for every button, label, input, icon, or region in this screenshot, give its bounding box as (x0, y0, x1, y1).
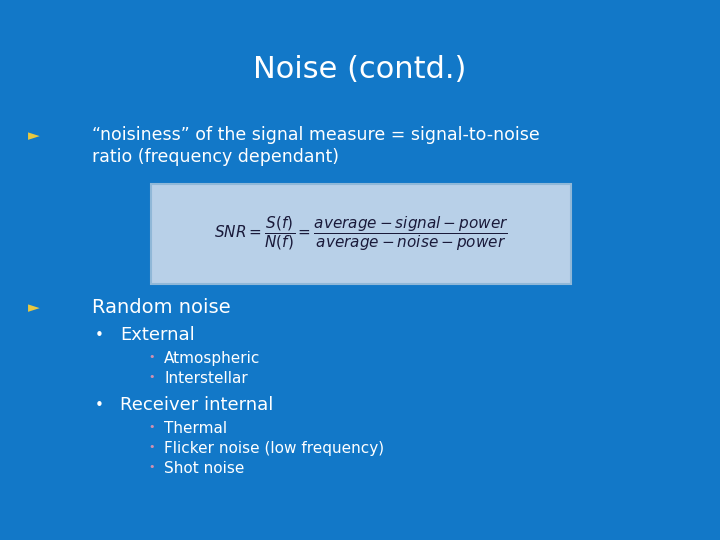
Text: •: • (148, 372, 155, 382)
Text: Receiver internal: Receiver internal (120, 396, 274, 414)
Text: •: • (148, 462, 155, 472)
Text: Flicker noise (low frequency): Flicker noise (low frequency) (164, 441, 384, 456)
FancyBboxPatch shape (151, 184, 571, 284)
Text: Atmospheric: Atmospheric (164, 351, 261, 366)
Text: •: • (148, 422, 155, 432)
Text: ►: ► (28, 128, 40, 143)
Text: “noisiness” of the signal measure = signal-to-noise: “noisiness” of the signal measure = sign… (92, 126, 540, 144)
Text: Thermal: Thermal (164, 421, 227, 436)
Text: External: External (120, 326, 194, 344)
Text: •: • (95, 398, 104, 413)
Text: Shot noise: Shot noise (164, 461, 244, 476)
Text: Random noise: Random noise (92, 298, 230, 317)
Text: Noise (contd.): Noise (contd.) (253, 55, 467, 84)
Text: Interstellar: Interstellar (164, 371, 248, 386)
Text: $\mathit{SNR} = \dfrac{S(f)}{N(f)} = \dfrac{\mathit{average-signal-power}}{\math: $\mathit{SNR} = \dfrac{S(f)}{N(f)} = \df… (214, 214, 508, 253)
Text: •: • (95, 328, 104, 343)
Text: •: • (148, 352, 155, 362)
Text: •: • (148, 442, 155, 452)
Text: ►: ► (28, 300, 40, 315)
Text: ratio (frequency dependant): ratio (frequency dependant) (92, 148, 339, 166)
